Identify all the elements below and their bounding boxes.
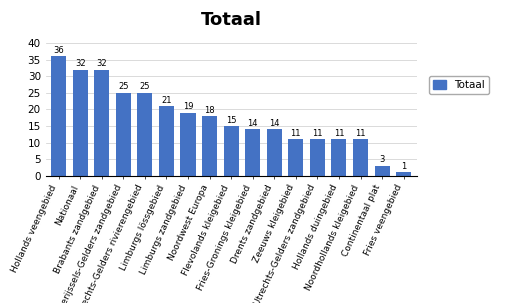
Bar (224, 126, 239, 176)
Bar (353, 139, 368, 176)
Bar (396, 172, 411, 176)
Legend: Totaal: Totaal (429, 76, 489, 95)
Text: 11: 11 (291, 129, 301, 138)
Text: 11: 11 (334, 129, 344, 138)
Text: 14: 14 (247, 119, 258, 128)
Text: 15: 15 (226, 116, 236, 125)
Bar (374, 166, 390, 176)
Text: 11: 11 (312, 129, 323, 138)
Text: 14: 14 (269, 119, 279, 128)
Bar (310, 139, 325, 176)
Bar (159, 106, 174, 176)
Text: 32: 32 (97, 59, 107, 68)
Bar (116, 93, 131, 176)
Bar (94, 70, 109, 176)
Bar (288, 139, 303, 176)
Text: 25: 25 (140, 82, 150, 92)
Text: 21: 21 (161, 96, 172, 105)
Bar (137, 93, 152, 176)
Text: 1: 1 (401, 162, 406, 171)
Bar (51, 56, 66, 176)
Text: 11: 11 (355, 129, 366, 138)
Text: 36: 36 (53, 46, 64, 55)
Bar (73, 70, 88, 176)
Bar (202, 116, 217, 176)
Text: 18: 18 (204, 106, 215, 115)
Bar (245, 129, 260, 176)
Bar (180, 113, 196, 176)
Text: 25: 25 (118, 82, 129, 92)
Title: Totaal: Totaal (201, 11, 262, 29)
Bar (267, 129, 282, 176)
Text: 19: 19 (183, 102, 193, 112)
Text: 3: 3 (379, 155, 385, 165)
Text: 32: 32 (75, 59, 85, 68)
Bar (331, 139, 346, 176)
